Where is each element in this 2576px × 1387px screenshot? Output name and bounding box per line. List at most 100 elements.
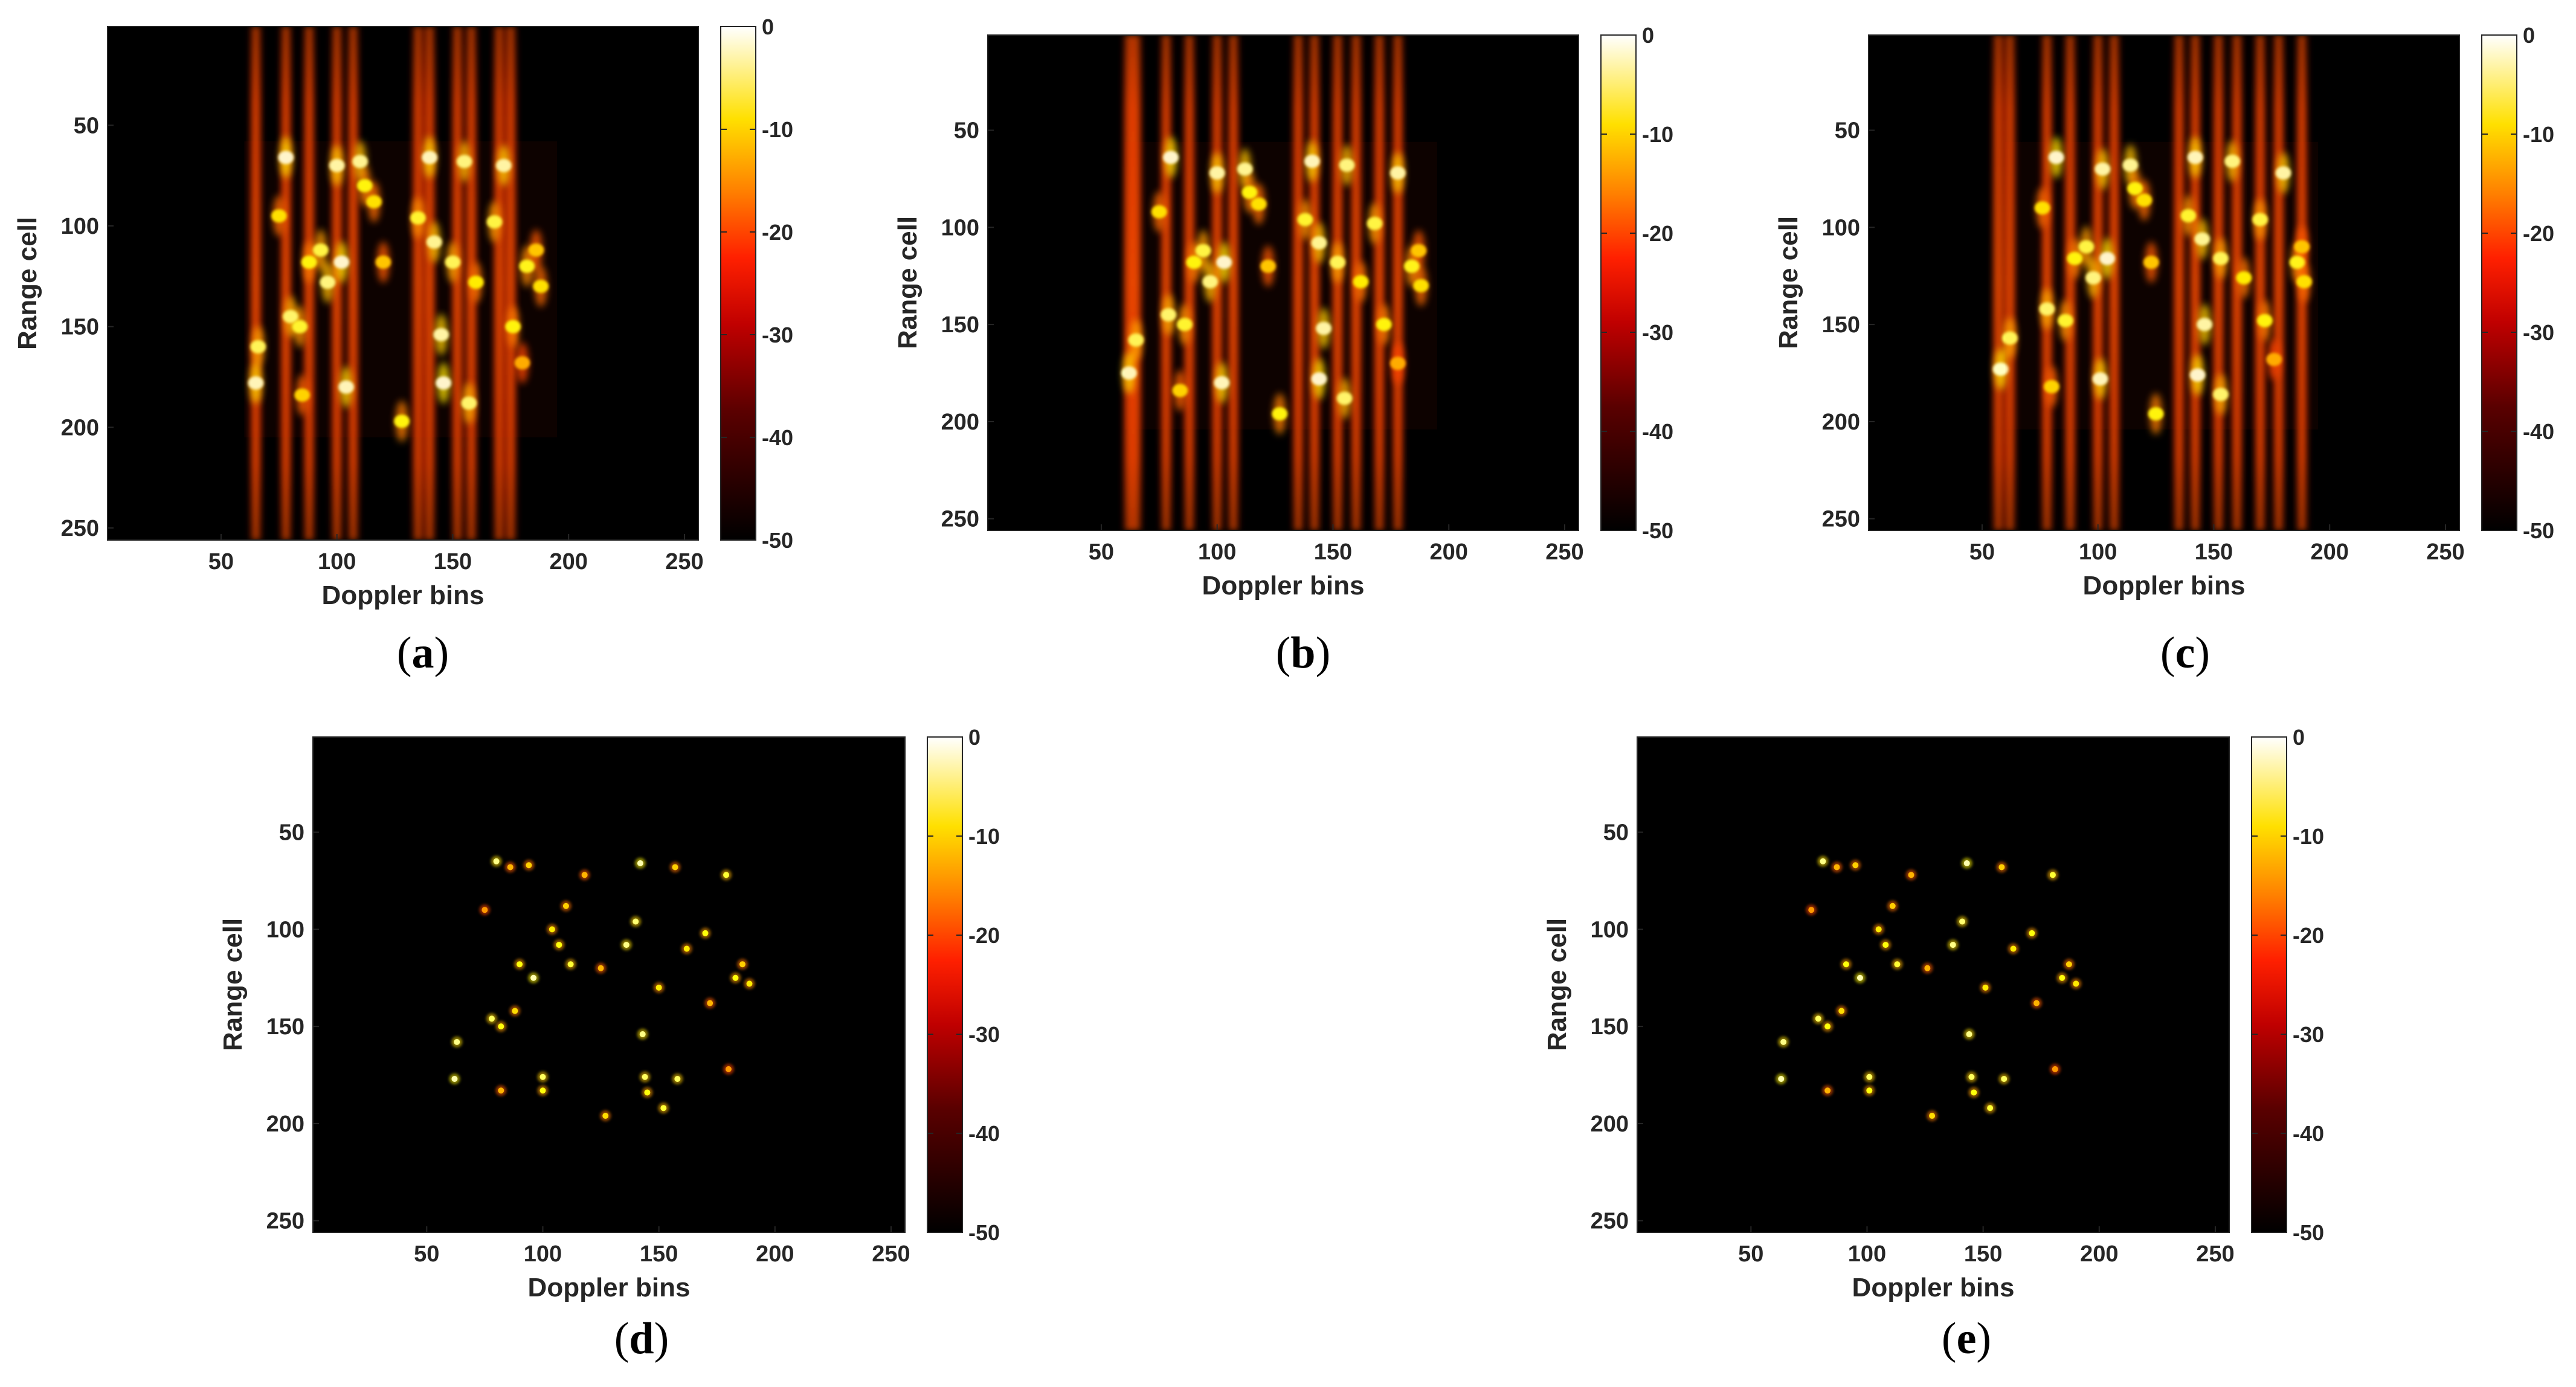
x-tick-label: 200 — [2311, 539, 2349, 565]
scatterer — [567, 961, 574, 968]
smear-stripe-core — [1377, 35, 1382, 530]
x-tick-label: 100 — [1848, 1241, 1886, 1267]
x-tick-label: 150 — [640, 1241, 678, 1267]
scatterer — [1121, 366, 1137, 380]
y-tick-label: 250 — [1591, 1209, 1629, 1234]
scatterer — [1963, 860, 1970, 867]
colorbar-frame — [1600, 34, 1637, 531]
scatterer — [1336, 391, 1353, 405]
scatterer — [1778, 1075, 1785, 1082]
x-tick-label: 150 — [434, 549, 472, 574]
x-axis-label: Doppler bins — [2083, 571, 2246, 600]
smear-stripe-core — [1396, 35, 1400, 530]
smear-stripe-core — [2008, 35, 2012, 530]
colorbar-frame — [720, 26, 756, 541]
colorbar — [1601, 35, 1636, 530]
scatterer — [488, 1015, 495, 1022]
y-axis-label: Range cell — [218, 918, 248, 1051]
scatterer — [2296, 275, 2313, 289]
scatterer — [1304, 155, 1320, 169]
scatterer — [1924, 965, 1931, 971]
smear-stripe-core — [2112, 35, 2116, 530]
y-tick-label: 150 — [941, 312, 979, 338]
heatmap-area — [449, 855, 755, 1122]
scatterer — [1330, 256, 1346, 269]
panel-e: 50 100 150 200 250 50 100 150 200 250 Doppler bins… — [1542, 725, 2324, 1363]
scatterer — [1998, 864, 2005, 870]
y-tick-label: 50 — [279, 820, 304, 846]
scatterer — [375, 256, 391, 269]
y-tick-label: 200 — [61, 415, 99, 440]
y-tick-label: 100 — [61, 214, 99, 239]
panel-c: 50 100 150 200 250 50 100 150 200 250 Doppler bins… — [1774, 23, 2554, 678]
x-tick-label: 100 — [318, 549, 356, 574]
x-tick-label: 200 — [1430, 539, 1468, 565]
y-tick-label: 100 — [941, 215, 979, 240]
axes-frame — [1868, 34, 2460, 531]
x-tick-label: 150 — [1314, 539, 1352, 565]
scatterer — [1894, 961, 1901, 968]
scatterer — [2275, 166, 2291, 180]
colorbar-frame — [927, 736, 963, 1233]
scatterer — [2049, 872, 2056, 878]
scatterer — [1968, 1073, 1975, 1080]
colorbar-tick-label: -40 — [968, 1121, 1000, 1146]
scatterer — [528, 243, 544, 257]
colorbar-tick-label: -50 — [968, 1220, 1000, 1245]
scatterer — [1172, 384, 1188, 397]
scatterer — [248, 376, 264, 390]
scatterer — [1202, 275, 1219, 289]
scatterer — [2197, 318, 2213, 332]
smear-stripe-core — [1312, 35, 1316, 530]
scatterer — [1161, 308, 1177, 322]
x-tick-label: 250 — [1545, 539, 1583, 565]
scatterer — [329, 159, 345, 172]
x-tick-label: 100 — [524, 1241, 562, 1267]
y-axis-label: Range cell — [893, 216, 923, 349]
scatterer — [1195, 243, 1211, 257]
scatterer — [436, 376, 452, 390]
colorbar-tick-label: -40 — [2523, 419, 2554, 444]
colorbar-tick-label: -30 — [2523, 320, 2554, 345]
scatterer — [2058, 314, 2073, 327]
colorbar-tick-label: -40 — [2293, 1121, 2324, 1146]
target-body-haze — [2005, 141, 2319, 430]
scatterer — [1241, 185, 1258, 199]
scatterer — [655, 984, 662, 991]
colorbar-tick-label: -50 — [1642, 518, 1673, 543]
scatterer — [2136, 193, 2153, 207]
scatterer — [2187, 150, 2203, 164]
smear-stripe-core — [2193, 35, 2197, 530]
scatterer — [1908, 872, 1914, 878]
axes-frame — [1637, 736, 2230, 1233]
scatterer — [468, 275, 484, 289]
scatterer — [2029, 930, 2035, 936]
smear-stripe-core — [351, 27, 355, 540]
heatmap-area — [1776, 855, 2082, 1122]
colorbar-frame — [2251, 736, 2287, 1233]
scatterer — [581, 872, 588, 878]
scatterer — [426, 235, 442, 249]
scatterer — [2092, 372, 2108, 386]
scatterer — [1959, 918, 1966, 925]
scatterer — [1272, 407, 1288, 421]
panel-label: (d) — [614, 1314, 669, 1363]
scatterer — [1843, 961, 1849, 968]
scatterer — [2289, 256, 2305, 269]
x-axis-label: Doppler bins — [322, 581, 485, 610]
scatterer — [683, 945, 690, 952]
y-tick-label: 200 — [1591, 1112, 1629, 1137]
scatterer — [633, 918, 639, 925]
scatterer — [1866, 1087, 1873, 1094]
scatterer — [539, 1087, 546, 1094]
plot-background — [1869, 35, 2459, 530]
smear-stripe-core — [2235, 35, 2239, 530]
colorbar — [927, 737, 962, 1232]
scatterer — [2067, 251, 2083, 265]
scatterer — [2252, 213, 2268, 227]
scatterer — [2224, 155, 2241, 169]
colorbar-tick-label: -20 — [1642, 221, 1673, 246]
smear-stripe-core — [1134, 35, 1138, 530]
scatterer — [1815, 1015, 1821, 1022]
